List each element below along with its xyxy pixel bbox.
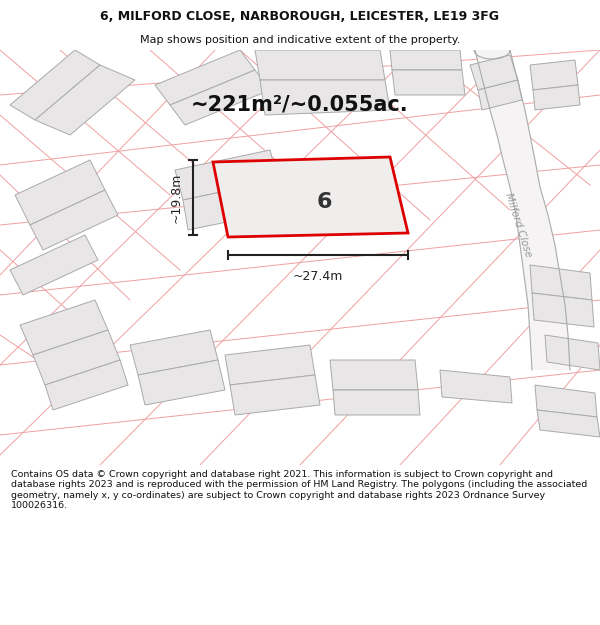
Polygon shape <box>10 50 100 120</box>
Polygon shape <box>530 265 592 300</box>
Polygon shape <box>230 375 320 415</box>
Polygon shape <box>155 50 255 105</box>
Polygon shape <box>33 330 120 385</box>
Polygon shape <box>175 150 278 200</box>
Polygon shape <box>30 190 118 250</box>
Polygon shape <box>533 85 580 110</box>
Polygon shape <box>15 160 105 225</box>
Text: Contains OS data © Crown copyright and database right 2021. This information is : Contains OS data © Crown copyright and d… <box>11 470 587 510</box>
Polygon shape <box>545 335 600 370</box>
Polygon shape <box>130 330 218 375</box>
Polygon shape <box>478 80 522 110</box>
Polygon shape <box>255 50 385 80</box>
Polygon shape <box>213 157 408 237</box>
Polygon shape <box>20 300 108 355</box>
Text: ~27.4m: ~27.4m <box>293 270 343 283</box>
Polygon shape <box>470 55 518 90</box>
Polygon shape <box>170 70 270 125</box>
Polygon shape <box>392 70 465 95</box>
Polygon shape <box>390 50 462 70</box>
Polygon shape <box>440 370 512 403</box>
Polygon shape <box>45 360 128 410</box>
Polygon shape <box>475 50 570 370</box>
Polygon shape <box>333 390 420 415</box>
Polygon shape <box>330 360 418 390</box>
Polygon shape <box>10 235 98 295</box>
Text: 6: 6 <box>317 192 332 213</box>
Polygon shape <box>260 80 390 115</box>
Text: Map shows position and indicative extent of the property.: Map shows position and indicative extent… <box>140 35 460 45</box>
Polygon shape <box>138 360 225 405</box>
Polygon shape <box>530 60 578 90</box>
Text: ~221m²/~0.055ac.: ~221m²/~0.055ac. <box>191 95 409 115</box>
Polygon shape <box>35 65 135 135</box>
Polygon shape <box>537 410 600 437</box>
Text: 6, MILFORD CLOSE, NARBOROUGH, LEICESTER, LE19 3FG: 6, MILFORD CLOSE, NARBOROUGH, LEICESTER,… <box>101 10 499 23</box>
Polygon shape <box>225 345 315 385</box>
Text: ~19.8m: ~19.8m <box>170 173 183 222</box>
Polygon shape <box>535 385 597 417</box>
Text: Milford Close: Milford Close <box>503 191 533 259</box>
Polygon shape <box>532 293 594 327</box>
Polygon shape <box>183 180 285 230</box>
